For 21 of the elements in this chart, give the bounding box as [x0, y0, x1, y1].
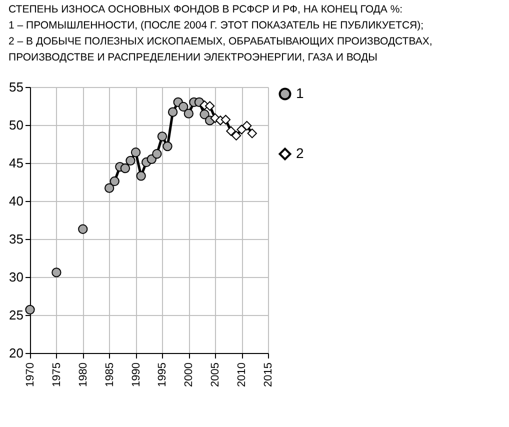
- x-tick-label: 1985: [104, 362, 116, 387]
- x-tick-label: 1970: [24, 362, 36, 387]
- y-tick-label: 45: [9, 156, 24, 170]
- x-tick-label: 2010: [236, 362, 248, 387]
- legend-label: 1: [296, 85, 304, 101]
- x-tick-label: 1980: [77, 362, 90, 387]
- x-tick-label: 1975: [50, 362, 63, 387]
- y-tick-label: 20: [9, 346, 24, 360]
- y-tick-label: 55: [9, 80, 24, 94]
- x-tick-label: 1995: [156, 362, 169, 387]
- y-tick-label: 50: [9, 118, 24, 132]
- y-tick-label: 30: [9, 270, 24, 284]
- y-tick-label: 25: [9, 308, 24, 322]
- x-tick-label: 2000: [183, 362, 196, 387]
- y-tick-label: 35: [9, 232, 24, 246]
- legend-label: 2: [296, 145, 304, 161]
- x-tick-label: 2015: [262, 362, 274, 387]
- x-tick-label: 1990: [130, 362, 142, 387]
- y-tick-label: 40: [9, 194, 24, 208]
- x-tick-label: 2005: [210, 362, 222, 387]
- chart-title: СТЕПЕНЬ ИЗНОСА ОСНОВНЫХ ФОНДОВ В РСФСР И РФ, НА КОНЕЦ ГОДА %: 1 – ПРОМЫШЛЕННОСТИ, (ПОСЛЕ 2004 Г. ЭТОТ ПОКАЗАТЕЛЬ НЕ ПУБЛИКУЕТСЯ); 2 – В ДОБЫЧЕ ПОЛЕЗНЫХ ИСКОПАЕМЫХ, ОБРАБАТЫВАЮЩИХ ПРОИЗВОДСТВАХ, ПРОИЗВОДСТВЕ И РАСПРЕДЕЛЕНИИ ЭЛЕКТРОЭНЕРГИИ, ГАЗА И ВОДЫ: [8, 4, 432, 64]
